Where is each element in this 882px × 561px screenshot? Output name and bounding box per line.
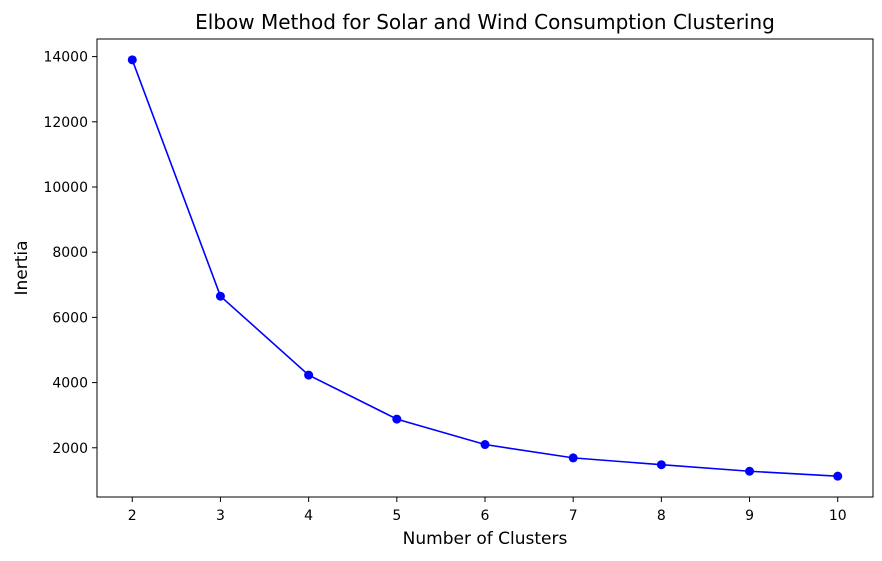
x-tick-label: 10 — [829, 508, 847, 524]
plot-frame — [96, 38, 874, 498]
data-point — [833, 471, 843, 481]
y-tick-label: 10000 — [43, 180, 88, 196]
x-tick-label: 4 — [304, 508, 313, 524]
y-tick-label: 14000 — [43, 50, 88, 66]
x-tick-label: 3 — [216, 508, 225, 524]
data-point — [392, 414, 402, 424]
y-tick-label: 2000 — [52, 441, 88, 457]
y-axis-ticks: 2000 4000 6000 8000 10000 12000 14000 — [43, 50, 97, 457]
data-point — [215, 291, 225, 301]
x-tick-label: 6 — [481, 508, 490, 524]
plot-area: 2 3 4 5 6 7 8 9 10 2000 4000 6000 8000 10000 12000 140… — [43, 38, 874, 524]
x-tick-label: 5 — [392, 508, 401, 524]
data-point — [745, 466, 755, 476]
y-tick-label: 8000 — [52, 245, 88, 261]
x-tick-label: 9 — [745, 508, 754, 524]
chart-title: Elbow Method for Solar and Wind Consumpt… — [195, 10, 775, 34]
inertia-line — [131, 59, 838, 477]
x-tick-label: 8 — [657, 508, 666, 524]
x-axis-ticks: 2 3 4 5 6 7 8 9 10 — [128, 497, 847, 524]
data-point — [568, 453, 578, 463]
y-axis-label: Inertia — [12, 240, 32, 295]
y-tick-label: 4000 — [52, 376, 88, 392]
data-point — [656, 460, 666, 470]
x-axis-label: Number of Clusters — [403, 529, 568, 549]
data-point — [480, 440, 490, 450]
data-point — [304, 370, 314, 380]
x-tick-label: 2 — [128, 508, 137, 524]
inertia-points — [127, 55, 843, 481]
data-point — [127, 55, 137, 65]
y-tick-label: 6000 — [52, 310, 88, 326]
x-tick-label: 7 — [569, 508, 578, 524]
y-tick-label: 12000 — [43, 115, 88, 131]
